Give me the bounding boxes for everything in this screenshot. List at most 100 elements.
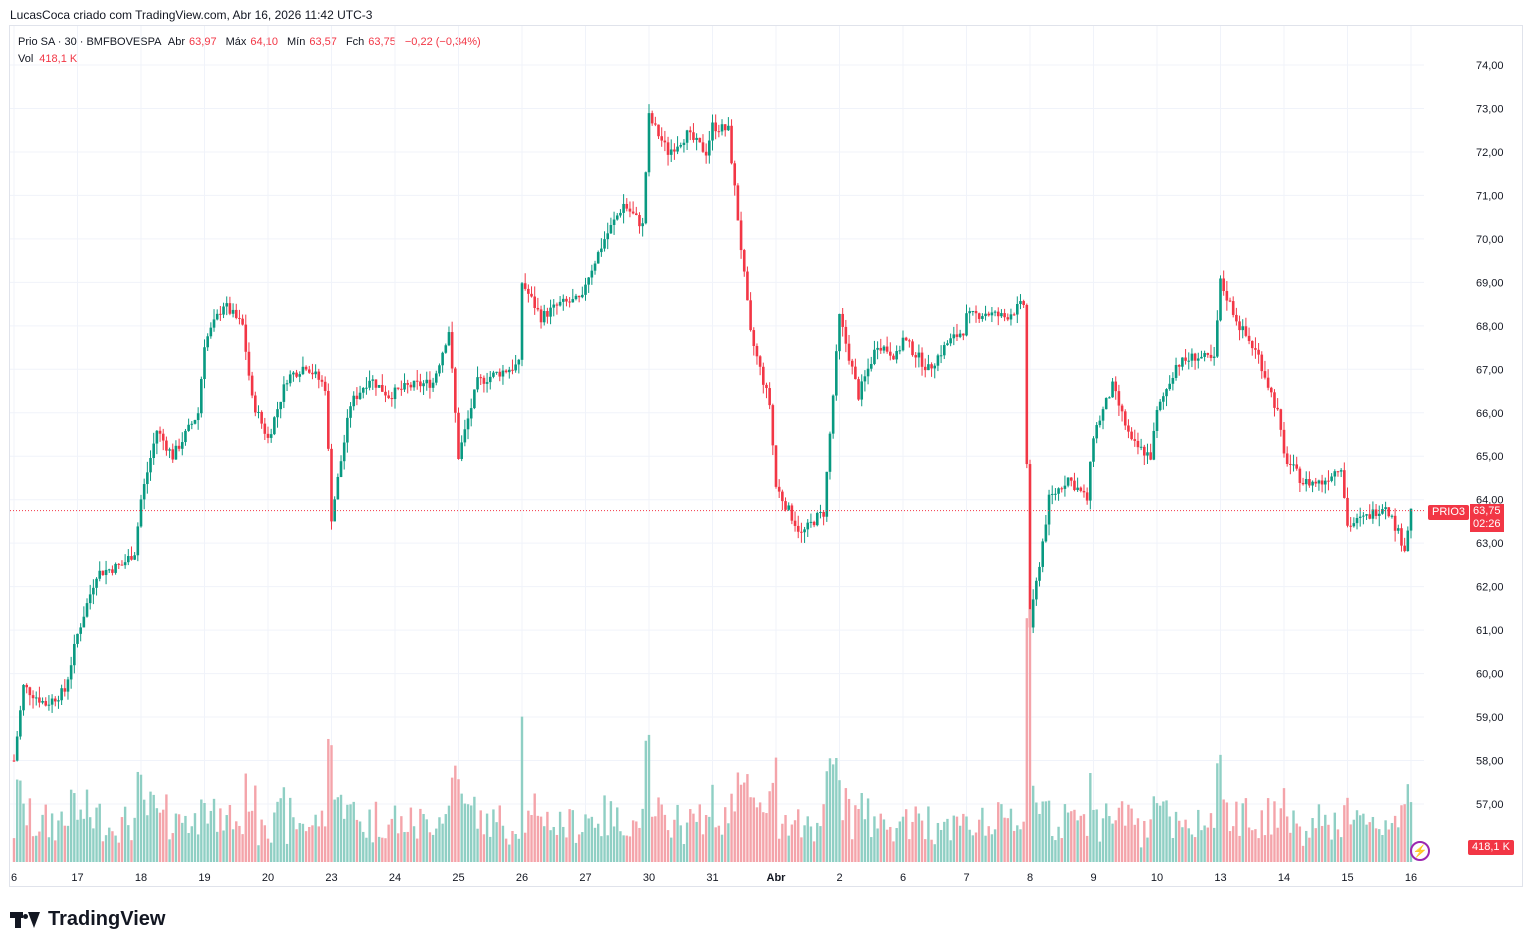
volume-bar: [924, 839, 927, 862]
candle-body: [69, 665, 73, 680]
volume-legend[interactable]: Vol 418,1 K: [18, 53, 77, 65]
volume-bar: [304, 831, 308, 862]
volume-bar: [460, 793, 463, 862]
x-tick-label: 15: [1341, 872, 1353, 884]
candle-body: [76, 633, 79, 644]
volume-bar: [463, 803, 467, 862]
candle-body: [165, 440, 168, 451]
candle-body: [1000, 313, 1003, 317]
open-label: Abr: [167, 36, 186, 48]
volume-bar: [1120, 801, 1124, 862]
volume-bar: [1190, 834, 1194, 862]
volume-bar: [85, 789, 89, 862]
volume-bar: [479, 810, 482, 862]
candle-body: [771, 405, 775, 446]
volume-bar: [1079, 815, 1082, 862]
candle-body: [1003, 313, 1006, 318]
volume-bar: [504, 838, 508, 862]
y-tick-label: 66,00: [1476, 408, 1504, 420]
volume-bar: [1346, 797, 1349, 862]
volume-bar: [825, 771, 828, 862]
volume-bar: [127, 825, 130, 862]
candle-body: [479, 377, 483, 379]
volume-bar: [41, 814, 44, 862]
candle-body: [1114, 381, 1118, 392]
candle-body: [88, 594, 92, 604]
volume-bar: [343, 818, 346, 862]
volume-bar: [949, 840, 952, 862]
candle-body: [962, 333, 965, 336]
volume-bar: [381, 837, 384, 862]
candle-body: [530, 293, 533, 297]
volume-bar: [92, 828, 95, 862]
volume-bar: [546, 811, 549, 862]
volume-bar: [1181, 827, 1184, 862]
candle-body: [1155, 409, 1159, 431]
volume-bar: [396, 833, 400, 862]
volume-bar: [390, 818, 394, 862]
volume-bar: [1127, 804, 1130, 862]
volume-bar: [149, 791, 152, 862]
change-value: −0,22 (−0,34%): [404, 36, 481, 48]
volume-bar: [555, 834, 559, 862]
candle-body: [1222, 278, 1225, 292]
candle-body: [1009, 314, 1013, 320]
volume-bar: [958, 825, 962, 862]
candle-body: [1139, 446, 1143, 448]
volume-bar: [714, 827, 717, 862]
volume-bar: [142, 799, 146, 862]
candle-body: [866, 368, 870, 377]
volume-bar: [327, 738, 330, 862]
symbol-name[interactable]: Prio SA · 30 · BMFBOVESPA: [18, 36, 162, 48]
candle-body: [47, 704, 51, 706]
x-tick-label: 30: [643, 872, 655, 884]
candle-body: [473, 389, 476, 409]
candle-body: [133, 555, 136, 560]
volume-bar: [263, 825, 267, 862]
candle-body: [400, 388, 403, 390]
candle-body: [1257, 349, 1260, 355]
volume-bar: [1257, 838, 1260, 862]
volume-bar: [1035, 802, 1038, 862]
candle-body: [838, 313, 841, 352]
volume-bar: [238, 825, 241, 862]
volume-bar: [1193, 837, 1197, 862]
volume-bar: [558, 811, 562, 862]
candle-body: [1330, 476, 1333, 481]
volume-bar: [35, 835, 38, 862]
candle-body: [889, 351, 892, 356]
candle-body: [285, 383, 289, 385]
volume-bar: [787, 835, 790, 862]
candle-body: [63, 688, 67, 692]
candle-body: [895, 351, 898, 360]
x-tick-label: 23: [325, 872, 337, 884]
x-tick-label: 6: [11, 872, 17, 884]
y-tick-label: 74,00: [1476, 60, 1504, 72]
symbol-legend[interactable]: Prio SA · 30 · BMFBOVESPA Abr 63,97 Máx 64…: [18, 36, 487, 48]
candle-body: [292, 372, 295, 375]
volume-bar: [689, 809, 692, 862]
lightning-icon[interactable]: ⚡: [1410, 841, 1430, 861]
candle-body: [425, 379, 429, 384]
volume-bar: [657, 797, 660, 862]
volume-bar: [152, 794, 155, 862]
volume-bar: [368, 809, 371, 862]
volume-bar: [682, 844, 686, 862]
candle-body: [1206, 353, 1210, 355]
candle-body: [250, 375, 254, 396]
volume-bar: [212, 798, 216, 862]
candle-body: [952, 334, 956, 339]
candle-body: [746, 271, 749, 301]
volume-bar: [593, 827, 597, 862]
volume-bar: [308, 826, 311, 862]
candle-body: [381, 385, 384, 392]
candle-body: [1304, 479, 1308, 485]
brand-logo[interactable]: TradingView: [10, 908, 165, 931]
volume-bar: [1203, 825, 1206, 862]
volume-bar: [946, 818, 949, 862]
volume-bar: [1101, 818, 1105, 862]
candle-body: [377, 385, 381, 388]
volume-bar: [1219, 754, 1222, 862]
volume-bar: [993, 829, 997, 862]
